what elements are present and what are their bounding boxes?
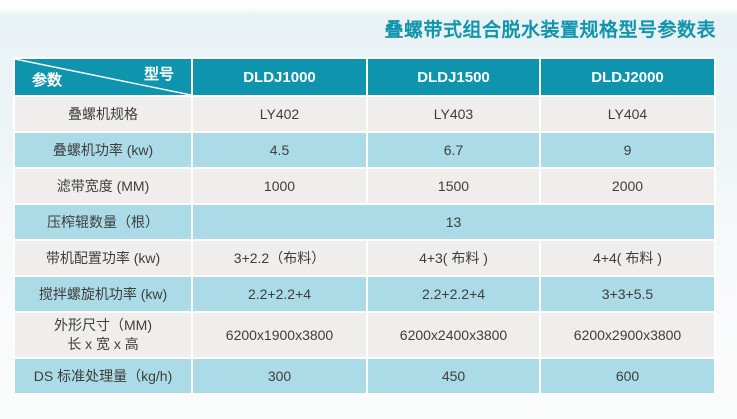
value-cell: 2.2+2.2+4 [368, 277, 539, 311]
merged-value-cell: 13 [193, 205, 714, 239]
row-label-cell: 外形尺寸（MM) 长 x 宽 x 高 [15, 313, 191, 357]
row-label-cell: 滤带宽度 (MM) [15, 169, 191, 203]
value-cell: LY403 [368, 97, 539, 131]
table-row: 带机配置功率 (kw) 3+2.2（布料） 4+3( 布料 ) 4+4( 布料 … [15, 241, 714, 275]
spec-table: 参数 型号 DLDJ1000 DLDJ1500 DLDJ2000 叠螺机规格 L… [13, 57, 716, 395]
row-label-cell: 搅拌螺旋机功率 (kw) [15, 277, 191, 311]
value-cell: 4.5 [193, 133, 366, 167]
value-cell: LY404 [541, 97, 714, 131]
column-header-dldj1000: DLDJ1000 [193, 59, 366, 95]
value-cell: 1000 [193, 169, 366, 203]
page-title: 叠螺带式组合脱水装置规格型号参数表 [384, 20, 716, 41]
value-cell: 1500 [368, 169, 539, 203]
value-cell: 6200x2400x3800 [368, 313, 539, 357]
corner-header-cell: 参数 型号 [15, 59, 191, 95]
value-cell: 3+3+5.5 [541, 277, 714, 311]
row-label-cell: 带机配置功率 (kw) [15, 241, 191, 275]
row-label-cell: 叠螺机功率 (kw) [15, 133, 191, 167]
value-cell: 300 [193, 359, 366, 393]
row-label-cell: 叠螺机规格 [15, 97, 191, 131]
value-cell: 3+2.2（布料） [193, 241, 366, 275]
value-cell: 2.2+2.2+4 [193, 277, 366, 311]
table-row: DS 标准处理量（kg/h) 300 450 600 [15, 359, 714, 393]
value-cell: 600 [541, 359, 714, 393]
value-cell: 2000 [541, 169, 714, 203]
value-cell: 4+3( 布料 ) [368, 241, 539, 275]
row-label-cell: DS 标准处理量（kg/h) [15, 359, 191, 393]
table-row: 叠螺机规格 LY402 LY403 LY404 [15, 97, 714, 131]
value-cell: LY402 [193, 97, 366, 131]
value-cell: 9 [541, 133, 714, 167]
diagonal-divider-line [15, 59, 191, 95]
column-header-dldj2000: DLDJ2000 [541, 59, 714, 95]
value-cell: 4+4( 布料 ) [541, 241, 714, 275]
table-row: 搅拌螺旋机功率 (kw) 2.2+2.2+4 2.2+2.2+4 3+3+5.5 [15, 277, 714, 311]
column-header-dldj1500: DLDJ1500 [368, 59, 539, 95]
table-row: 压榨辊数量（根） 13 [15, 205, 714, 239]
row-label-line2: 长 x 宽 x 高 [67, 336, 139, 352]
value-cell: 6200x1900x3800 [193, 313, 366, 357]
row-label-cell: 压榨辊数量（根） [15, 205, 191, 239]
corner-param-label: 参数 [32, 72, 63, 89]
value-cell: 450 [368, 359, 539, 393]
table-row: 滤带宽度 (MM) 1000 1500 2000 [15, 169, 714, 203]
value-cell: 6200x2900x3800 [541, 313, 714, 357]
corner-model-label: 型号 [143, 66, 174, 83]
row-label-line1: 外形尺寸（MM) [54, 317, 152, 334]
table-row: 外形尺寸（MM) 长 x 宽 x 高 6200x1900x3800 6200x2… [15, 313, 714, 357]
value-cell: 6.7 [368, 133, 539, 167]
header-row: 参数 型号 DLDJ1000 DLDJ1500 DLDJ2000 [15, 59, 714, 95]
table-row: 叠螺机功率 (kw) 4.5 6.7 9 [15, 133, 714, 167]
